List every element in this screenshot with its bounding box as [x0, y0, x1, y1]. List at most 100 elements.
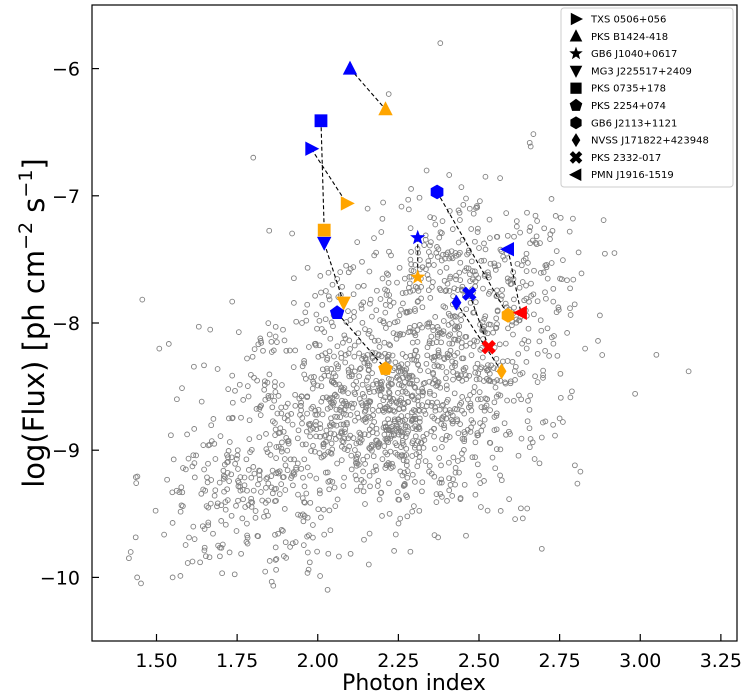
background-source-point [540, 269, 547, 276]
background-source-point [399, 429, 406, 436]
background-source-point [408, 186, 414, 192]
background-source-point [369, 447, 375, 454]
background-source-point [440, 401, 446, 408]
background-source-point [515, 452, 522, 459]
background-source-point [526, 444, 533, 451]
background-source-point [386, 461, 393, 468]
background-source-point [400, 442, 407, 448]
background-source-point [275, 530, 281, 537]
background-source-point [198, 398, 205, 405]
background-source-point [320, 453, 327, 460]
background-points-layer [126, 40, 692, 593]
background-source-point [546, 353, 552, 359]
background-source-point [318, 375, 325, 382]
background-source-point [357, 431, 364, 438]
background-source-point [303, 317, 310, 324]
background-source-point [371, 252, 378, 259]
background-source-point [394, 318, 401, 325]
background-source-point [331, 484, 338, 491]
background-source-point [233, 528, 240, 534]
background-source-point [429, 284, 435, 290]
background-source-point [494, 287, 500, 294]
background-source-point [310, 442, 316, 449]
source-marker-diamond [496, 363, 507, 380]
background-source-point [431, 433, 437, 440]
background-source-point [494, 233, 501, 240]
background-source-point [201, 547, 208, 554]
connector-line [336, 312, 386, 370]
background-source-point [526, 298, 532, 305]
background-source-point [328, 450, 335, 457]
background-source-point [437, 40, 444, 47]
background-source-point [434, 362, 441, 369]
background-source-point [482, 246, 489, 253]
background-source-point [229, 415, 236, 422]
background-source-point [527, 436, 534, 442]
background-source-point [527, 224, 534, 230]
background-source-point [509, 358, 516, 365]
background-source-point [528, 280, 534, 287]
background-source-point [472, 369, 479, 376]
background-source-point [255, 341, 262, 348]
background-source-point [435, 534, 441, 541]
background-source-point [278, 526, 285, 533]
background-source-point [228, 512, 235, 519]
background-source-point [257, 335, 264, 342]
background-source-point [502, 300, 509, 307]
background-source-point [402, 354, 409, 360]
background-source-point [450, 454, 457, 461]
background-source-point [402, 388, 409, 395]
background-source-point [412, 442, 419, 448]
background-source-point [368, 441, 375, 448]
background-source-point [351, 389, 358, 396]
background-source-point [399, 367, 406, 373]
background-source-point [531, 456, 538, 462]
background-source-point [369, 313, 375, 320]
background-source-point [282, 487, 289, 493]
background-source-point [357, 483, 364, 490]
background-source-point [177, 573, 184, 579]
background-source-point [500, 358, 506, 365]
background-source-point [369, 407, 376, 413]
background-source-point [481, 407, 488, 414]
background-source-point [409, 417, 416, 423]
background-source-point [358, 305, 365, 312]
background-source-point [395, 416, 401, 423]
background-source-point [345, 350, 352, 357]
background-source-point [321, 372, 328, 379]
connector-line [349, 68, 386, 110]
background-source-point [304, 549, 311, 556]
background-source-point [252, 514, 259, 521]
background-source-point [465, 249, 472, 256]
background-source-point [441, 422, 447, 429]
background-source-point [396, 264, 403, 271]
background-source-point [439, 416, 446, 423]
background-source-point [356, 439, 362, 445]
background-source-point [505, 325, 511, 332]
background-source-point [392, 449, 399, 456]
background-source-point [399, 452, 406, 458]
background-source-point [395, 520, 402, 527]
background-source-point [180, 465, 186, 471]
background-source-point [362, 415, 369, 421]
background-source-point [484, 396, 490, 402]
background-source-point [466, 205, 473, 212]
background-source-point [550, 285, 557, 292]
legend-marker-star [569, 46, 583, 60]
background-source-point [412, 416, 419, 423]
background-source-point [435, 352, 441, 359]
background-source-point [457, 217, 463, 223]
background-source-point [353, 460, 359, 466]
background-source-point [597, 312, 603, 319]
background-source-point [394, 279, 400, 286]
background-source-point [270, 582, 277, 589]
source-markers-layer [305, 60, 527, 380]
background-source-point [431, 445, 438, 452]
background-source-point [436, 285, 443, 292]
source-marker-star [410, 229, 426, 245]
background-source-point [325, 293, 332, 300]
background-source-point [362, 407, 369, 414]
background-source-point [366, 399, 373, 406]
background-source-point [248, 504, 255, 510]
